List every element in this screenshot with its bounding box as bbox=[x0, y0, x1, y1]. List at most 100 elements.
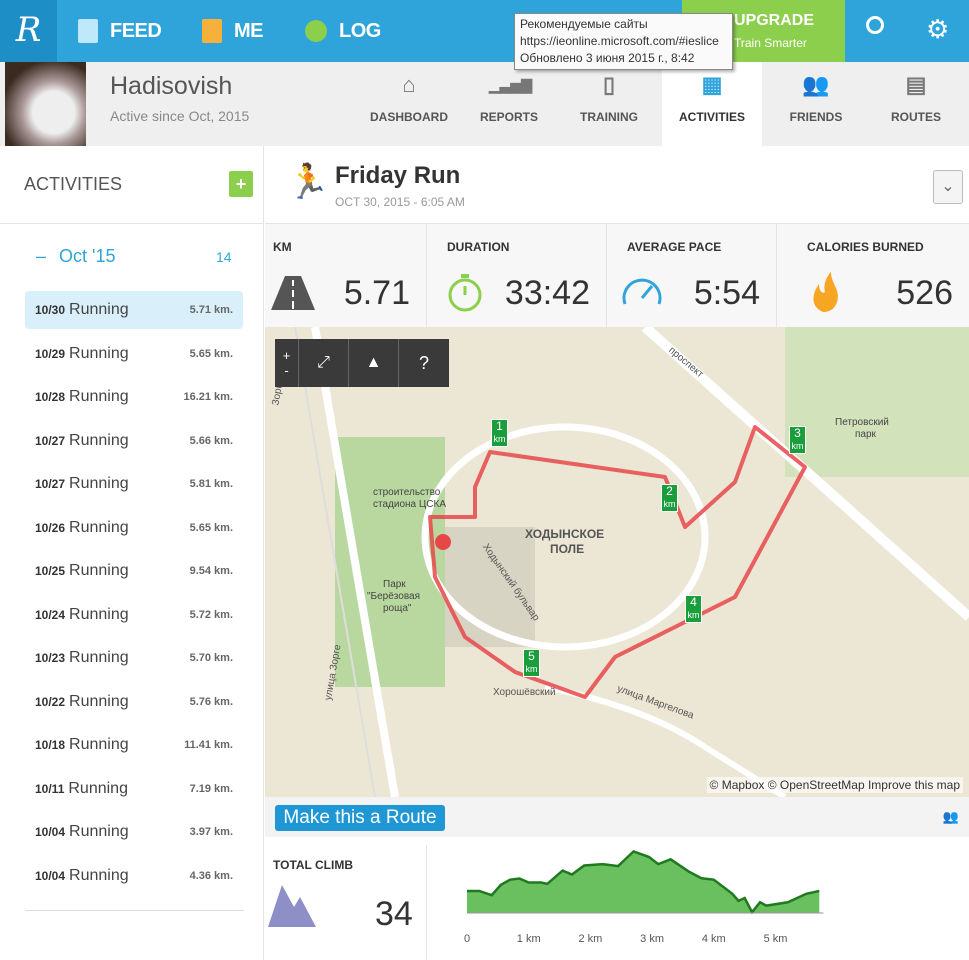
help-button[interactable]: ? bbox=[418, 352, 429, 373]
map-label-park: Парк bbox=[383, 579, 406, 590]
activity-title: Friday Run bbox=[335, 162, 461, 189]
km-marker[interactable]: 1 km bbox=[491, 419, 508, 447]
activity-list-item[interactable]: 10/04 Running 4.36 km. bbox=[25, 857, 243, 895]
activity-date: 10/27 bbox=[35, 433, 66, 448]
activity-list-item[interactable]: 10/25 Running 9.54 km. bbox=[25, 552, 243, 590]
search-icon[interactable] bbox=[866, 16, 884, 34]
activity-type: Running bbox=[69, 866, 129, 884]
tooltip-line: Обновлено 3 июня 2015 г., 8:42 bbox=[520, 51, 695, 65]
map-label-park5: парк bbox=[855, 429, 876, 440]
km-marker[interactable]: 2 km bbox=[661, 484, 678, 512]
make-route-button[interactable]: Make this a Route bbox=[275, 805, 445, 831]
activity-distance: 7.19 km. bbox=[189, 782, 233, 795]
route-map[interactable]: 1 km 2 km 3 km 4 km 5 km ХОДЫНСКОЕ ПОЛЕ строитель… bbox=[265, 327, 969, 797]
map-label-field2: ПОЛЕ bbox=[550, 542, 585, 556]
km-marker[interactable]: 3 km bbox=[789, 426, 806, 454]
tab-routes[interactable]: ▤ ROUTES bbox=[866, 62, 966, 146]
tab-reports[interactable]: ▁▃▅▇ REPORTS bbox=[459, 62, 559, 146]
active-since: Active since Oct, 2015 bbox=[110, 108, 250, 124]
stat-km: KM 5.71 bbox=[265, 224, 427, 327]
activity-list-item[interactable]: 10/30 Running 5.71 km. bbox=[25, 291, 243, 329]
flame-icon bbox=[813, 272, 838, 312]
elevation-line bbox=[467, 849, 820, 915]
tab-label: ROUTES bbox=[890, 110, 941, 124]
app-logo[interactable]: R bbox=[0, 0, 57, 62]
stopwatch-icon bbox=[448, 274, 482, 312]
activity-distance: 3.97 km. bbox=[189, 826, 233, 838]
terrain-button[interactable]: ▲ bbox=[349, 339, 399, 387]
map-label-stadium2: стадиона ЦСКА bbox=[373, 499, 446, 510]
km-marker-number: 4 bbox=[690, 595, 697, 609]
group-icon[interactable]: 👥 bbox=[942, 809, 959, 824]
activity-distance: 5.66 km. bbox=[189, 434, 233, 447]
collapse-month-toggle[interactable]: – bbox=[36, 246, 47, 266]
activity-list-item[interactable]: 10/18 Running 11.41 km. bbox=[25, 726, 243, 764]
nav-feed[interactable]: FEED bbox=[78, 0, 162, 62]
expand-icon: ⤢ bbox=[317, 354, 330, 371]
stat-label: CALORIES BURNED bbox=[807, 240, 924, 254]
activity-options-dropdown[interactable]: ⌄ bbox=[933, 170, 963, 204]
fullscreen-button[interactable]: ⤢ bbox=[299, 339, 349, 387]
tab-activities[interactable]: ▦ ACTIVITIES bbox=[662, 62, 762, 146]
avatar[interactable] bbox=[5, 62, 86, 146]
tab-friends[interactable]: 👥 FRIENDS bbox=[766, 62, 866, 146]
user-name: Hadisovish bbox=[110, 72, 233, 100]
nav-feed-label: FEED bbox=[110, 19, 162, 42]
tab-training[interactable]: ▯ TRAINING bbox=[559, 62, 659, 146]
activity-type: Running bbox=[69, 301, 129, 318]
activity-list-item[interactable]: 10/11 Running 7.19 km. bbox=[25, 770, 243, 808]
zoom-out-button[interactable]: - bbox=[284, 363, 289, 378]
stat-duration: DURATION 33:42 bbox=[427, 224, 607, 327]
tab-label: FRIENDS bbox=[789, 110, 843, 124]
km-marker-unit: km bbox=[663, 499, 676, 509]
activity-list-item[interactable]: 10/24 Running 5.72 km. bbox=[25, 596, 243, 634]
activity-list-item[interactable]: 10/04 Running 3.97 km. bbox=[25, 813, 243, 851]
activity-list-item[interactable]: 10/29 Running 5.65 km. bbox=[25, 335, 243, 373]
x-tick-label: 0 bbox=[464, 933, 470, 945]
plus-circle-icon bbox=[305, 20, 327, 42]
activity-distance: 5.65 km. bbox=[189, 347, 233, 360]
activity-list-item[interactable]: 10/27 Running 5.66 km. bbox=[25, 422, 243, 460]
gear-icon[interactable]: ⚙ bbox=[926, 14, 950, 44]
total-climb: TOTAL CLIMB 34 bbox=[265, 845, 427, 960]
km-marker-unit: km bbox=[525, 664, 538, 674]
stat-value: 33:42 bbox=[504, 274, 590, 312]
profile-bar bbox=[0, 62, 969, 146]
map-icon: ▤ bbox=[905, 72, 927, 97]
activity-distance: 5.76 km. bbox=[189, 695, 233, 708]
km-marker[interactable]: 4 km bbox=[685, 595, 702, 623]
activity-list-item[interactable]: 10/28 Running 16.21 km. bbox=[25, 378, 243, 416]
km-marker-unit: km bbox=[687, 610, 700, 620]
activity-list-item[interactable]: 10/23 Running 5.70 km. bbox=[25, 639, 243, 677]
divider bbox=[25, 910, 244, 911]
nav-me[interactable]: ME bbox=[202, 0, 264, 62]
nav-log[interactable]: LOG bbox=[305, 0, 381, 62]
km-marker[interactable]: 5 km bbox=[523, 649, 540, 677]
activity-date: 10/27 bbox=[35, 477, 66, 491]
map-label-park4: Петровский bbox=[835, 417, 889, 428]
zoom-in-button[interactable]: + bbox=[282, 348, 291, 363]
activity-date: 10/04 bbox=[35, 868, 66, 883]
km-marker-number: 5 bbox=[528, 649, 535, 663]
month-label[interactable]: Oct '15 bbox=[59, 246, 116, 266]
route-line bbox=[428, 425, 807, 699]
stat-label: KM bbox=[273, 240, 292, 254]
stat-label: AVERAGE PACE bbox=[627, 240, 722, 254]
map-attribution[interactable]: © Mapbox © OpenStreetMap Improve this ma… bbox=[706, 777, 963, 793]
activity-date: 10/25 bbox=[35, 564, 66, 578]
activity-list-item[interactable]: 10/27 Running 5.81 km. bbox=[25, 465, 243, 503]
add-activity-button[interactable]: + bbox=[229, 171, 253, 197]
activity-date: OCT 30, 2015 - 6:05 AM bbox=[335, 195, 465, 209]
month-count: 14 bbox=[216, 249, 232, 265]
activity-date: 10/23 bbox=[35, 651, 66, 665]
map-label-park3: роща" bbox=[383, 603, 412, 614]
runner-icon: 🏃 bbox=[287, 163, 330, 201]
activity-header: 🏃 Friday Run OCT 30, 2015 - 6:05 AM ⌄ bbox=[265, 146, 969, 224]
km-marker-number: 1 bbox=[496, 419, 503, 433]
activity-list-item[interactable]: 10/22 Running 5.76 km. bbox=[25, 683, 243, 721]
activity-date: 10/26 bbox=[35, 520, 66, 535]
elevation-area bbox=[467, 851, 820, 913]
tab-dashboard[interactable]: ⌂ DASHBOARD bbox=[359, 62, 459, 146]
activity-list-item[interactable]: 10/26 Running 5.65 km. bbox=[25, 509, 243, 547]
activity-date: 10/28 bbox=[35, 390, 66, 404]
